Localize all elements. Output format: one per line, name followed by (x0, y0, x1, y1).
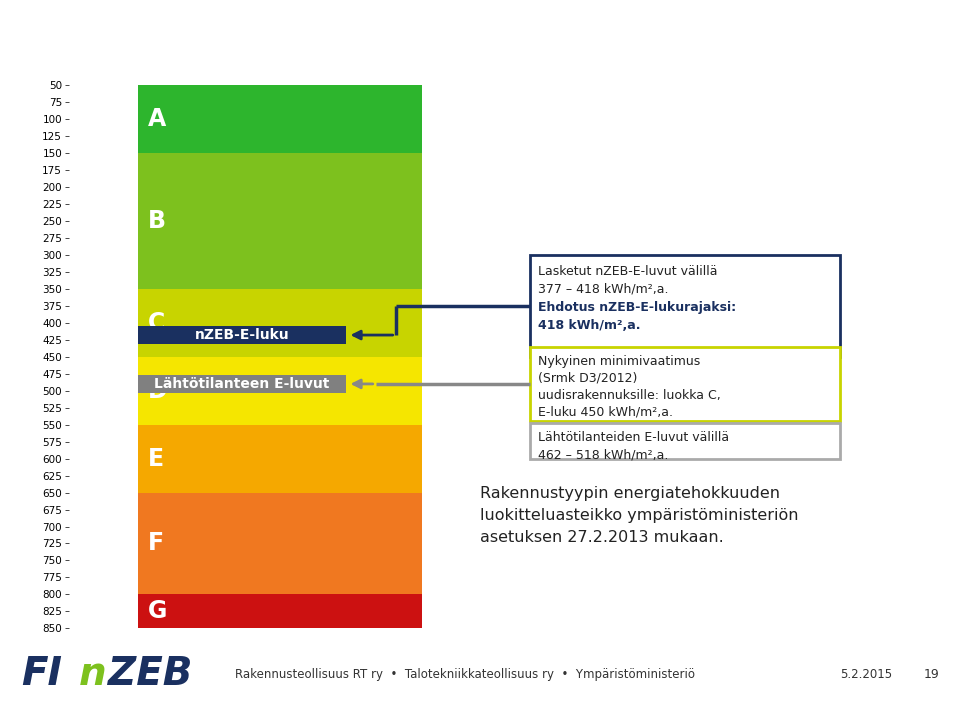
Text: C: C (148, 311, 165, 335)
Bar (138, 356, 422, 425)
Text: Nykyinen minimivaatimus: Nykyinen minimivaatimus (538, 354, 700, 368)
Text: nZEB-E-luku: nZEB-E-luku (195, 328, 289, 342)
Text: 19: 19 (924, 667, 939, 681)
FancyBboxPatch shape (530, 346, 840, 421)
Text: E-luku 450 kWh/m²,a.: E-luku 450 kWh/m²,a. (538, 405, 673, 419)
Bar (138, 153, 422, 289)
Text: 418 kWh/m²,a.: 418 kWh/m²,a. (538, 319, 640, 332)
Text: n: n (79, 655, 107, 693)
Text: ZEB: ZEB (108, 655, 193, 693)
Text: FInZEB-E-luku: FInZEB-E-luku (192, 23, 414, 52)
Text: SAIRAALAT:: SAIRAALAT: (17, 23, 217, 52)
Text: 5.2.2015: 5.2.2015 (840, 667, 892, 681)
Bar (138, 326, 346, 344)
Text: Lähtötilanteen E-luvut: Lähtötilanteen E-luvut (155, 377, 329, 391)
Text: Lasketut nZEB-E-luvut välillä: Lasketut nZEB-E-luvut välillä (538, 265, 717, 278)
FancyBboxPatch shape (530, 423, 840, 459)
Bar (138, 493, 422, 594)
Text: (Srmk D3/2012): (Srmk D3/2012) (538, 371, 637, 385)
Text: FI: FI (21, 655, 62, 693)
Text: B: B (148, 209, 166, 233)
FancyBboxPatch shape (530, 255, 840, 356)
Bar (138, 375, 346, 393)
Text: E: E (148, 447, 164, 471)
Text: Rakennustyypin energiatehokkuuden: Rakennustyypin energiatehokkuuden (480, 486, 780, 501)
Text: Lähtötilanteiden E-luvut välillä: Lähtötilanteiden E-luvut välillä (538, 431, 730, 444)
Text: luokitteluasteikko ympäristöministeriön: luokitteluasteikko ympäristöministeriön (480, 508, 799, 523)
Bar (138, 289, 422, 356)
Text: 462 – 518 kWh/m²,a.: 462 – 518 kWh/m²,a. (538, 448, 668, 462)
Text: Ehdotus nZEB-E-lukurajaksi:: Ehdotus nZEB-E-lukurajaksi: (538, 301, 736, 314)
Text: Rakennusteollisuus RT ry  •  Talotekniikkateollisuus ry  •  Ympäristöministeriö: Rakennusteollisuus RT ry • Talotekniikka… (235, 667, 695, 681)
Text: G: G (148, 599, 167, 623)
Text: 377 – 418 kWh/m²,a.: 377 – 418 kWh/m²,a. (538, 283, 668, 296)
Bar (138, 594, 422, 628)
Bar (138, 425, 422, 493)
Text: F: F (148, 532, 164, 555)
Bar (138, 85, 422, 153)
Text: uudisrakennuksille: luokka C,: uudisrakennuksille: luokka C, (538, 388, 721, 402)
Text: D: D (148, 378, 167, 403)
Text: asetuksen 27.2.2013 mukaan.: asetuksen 27.2.2013 mukaan. (480, 530, 724, 545)
Text: A: A (148, 107, 166, 131)
